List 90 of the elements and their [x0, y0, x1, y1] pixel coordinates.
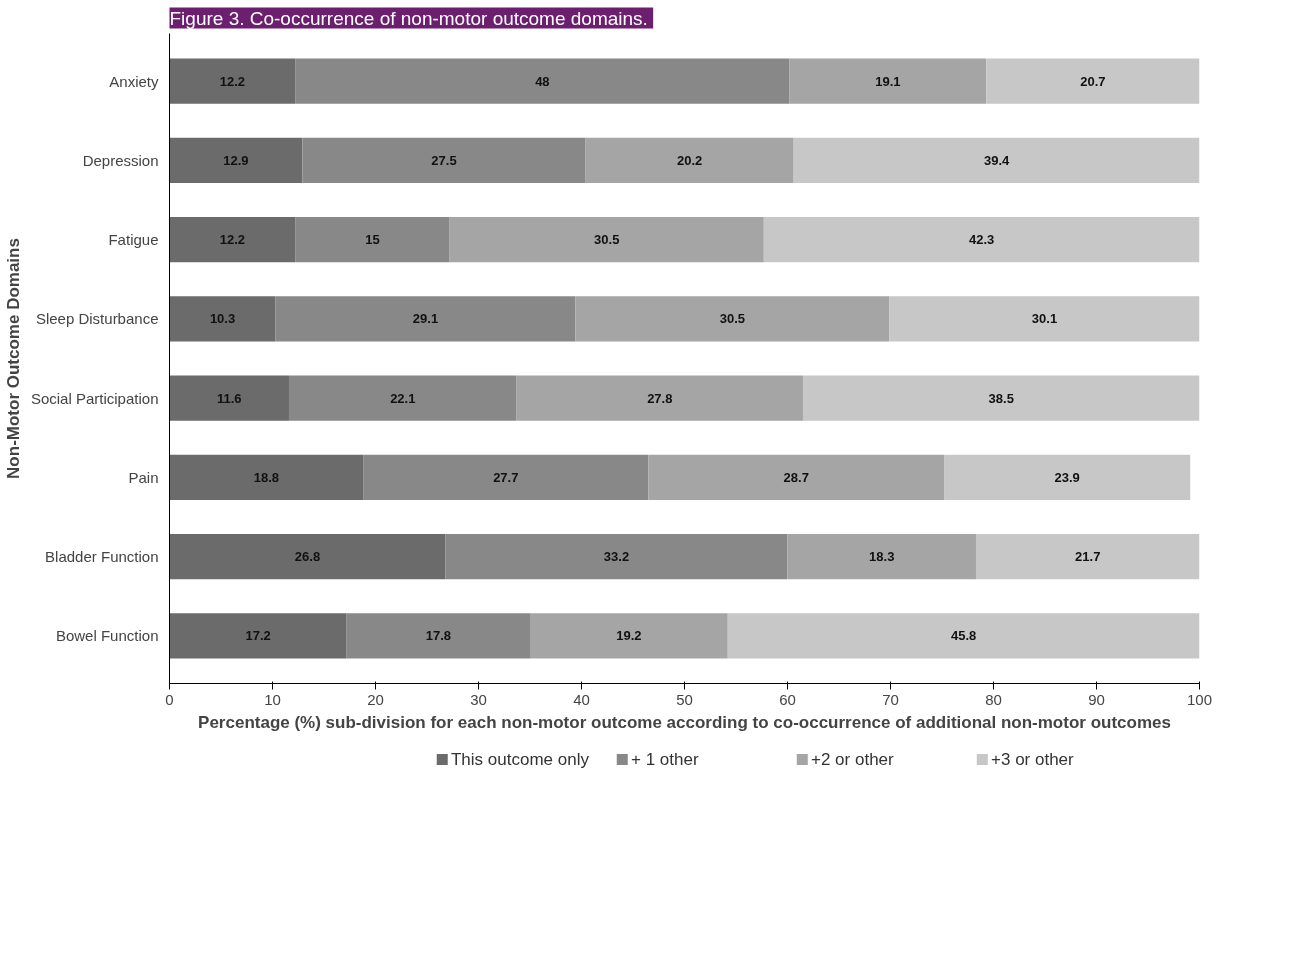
bar [585, 137, 794, 183]
x-tick-label: 90 [1088, 690, 1105, 708]
y-axis-title: Non-Motor Outcome Domains [3, 238, 23, 479]
data-label: 39.4 [983, 152, 1011, 168]
data-label: 48 [535, 73, 550, 89]
bar [787, 534, 976, 580]
data-label: 20.2 [677, 152, 703, 168]
bar [295, 58, 790, 104]
x-tick-label: 10 [264, 690, 281, 708]
data-label: 33.2 [603, 549, 630, 565]
data-label: 20.7 [1080, 73, 1106, 89]
y-tick-label: Sleep Disturbance [35, 310, 159, 328]
bar [169, 613, 347, 659]
data-label: 15 [365, 232, 380, 248]
legend-label: +2 or other [811, 750, 895, 769]
data-label: 28.7 [783, 469, 809, 485]
data-label: 10.3 [209, 311, 236, 327]
legend-label: This outcome only [450, 750, 590, 769]
x-tick-label: 30 [470, 690, 487, 708]
x-tick-label: 20 [367, 690, 384, 708]
bar [169, 58, 296, 104]
data-label: 30.1 [1031, 311, 1058, 327]
bar [986, 58, 1200, 104]
data-label: 27.8 [647, 390, 673, 406]
bar [295, 217, 450, 263]
bar [802, 375, 1200, 421]
x-tick-label: 40 [573, 690, 590, 708]
x-tick-label: 100 [1186, 690, 1213, 708]
x-tick-label: 60 [779, 690, 796, 708]
y-tick-label: Anxiety [109, 72, 159, 90]
data-label: 19.2 [616, 628, 642, 644]
data-label: 22.1 [390, 390, 416, 406]
data-label: 12.2 [219, 232, 245, 248]
bar [169, 534, 446, 580]
data-label: 23.9 [1054, 469, 1080, 485]
data-label: 29.1 [412, 311, 439, 327]
data-label: 45.8 [950, 628, 977, 644]
bar [648, 454, 945, 500]
data-label: 12.2 [219, 73, 245, 89]
bar [169, 296, 276, 342]
data-label: 18.3 [869, 549, 895, 565]
legend-label: +3 or other [991, 750, 1075, 769]
bar [530, 613, 728, 659]
y-tick-label: Fatigue [108, 231, 159, 249]
chart-title: Figure 3. Co-occurrence of non-motor outcome domains. [169, 7, 648, 29]
data-label: 17.8 [425, 628, 451, 644]
data-label: 11.6 [216, 390, 242, 406]
bar [516, 375, 803, 421]
bar [889, 296, 1200, 342]
bar [169, 454, 364, 500]
bar [288, 375, 517, 421]
bar [169, 375, 289, 421]
bar [169, 137, 303, 183]
data-label: 12.9 [223, 152, 249, 168]
bar [346, 613, 530, 659]
bar [363, 454, 649, 500]
bar [727, 613, 1200, 659]
bar [169, 217, 296, 263]
data-label: 21.7 [1075, 549, 1101, 565]
data-label: 26.8 [294, 549, 321, 565]
bar [763, 217, 1200, 263]
bar [789, 58, 987, 104]
y-tick-label: Bladder Function [45, 548, 159, 566]
x-axis-title: Percentage (%) sub-division for each non-motor outcome according to co-occurrence of additional non-motor outcomes [198, 712, 1171, 732]
data-label: 17.2 [245, 628, 271, 644]
data-label: 30.5 [594, 232, 620, 248]
y-tick-label: Pain [128, 468, 159, 486]
bar [575, 296, 890, 342]
bar [275, 296, 576, 342]
data-label: 18.8 [253, 469, 279, 485]
x-tick-label: 0 [165, 690, 174, 708]
bar [944, 454, 1191, 500]
x-tick-label: 70 [882, 690, 899, 708]
y-tick-label: Depression [82, 151, 159, 169]
data-label: 42.3 [969, 232, 995, 248]
x-tick-label: 80 [985, 690, 1002, 708]
bar [975, 534, 1200, 580]
data-label: 30.5 [719, 311, 746, 327]
bar [445, 534, 788, 580]
y-tick-label: Social Participation [30, 389, 159, 407]
y-tick-label: Bowel Function [55, 627, 159, 645]
data-label: 27.5 [431, 152, 457, 168]
bar [449, 217, 764, 263]
bar [302, 137, 586, 183]
x-tick-label: 50 [676, 690, 693, 708]
bar [793, 137, 1200, 183]
data-label: 19.1 [875, 73, 901, 89]
data-label: 38.5 [988, 390, 1014, 406]
legend-label: + 1 other [630, 750, 699, 769]
data-label: 27.7 [493, 469, 519, 485]
